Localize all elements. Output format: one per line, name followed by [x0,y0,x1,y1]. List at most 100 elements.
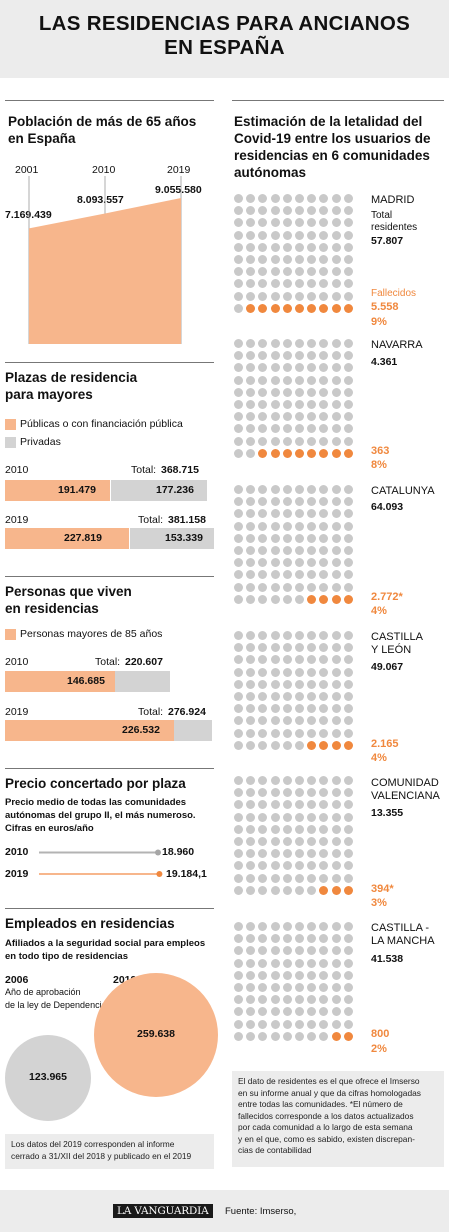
waffle-dot-residente [307,387,317,397]
waffle-dot-fallecido [319,740,329,750]
waffle-dot-residente [270,885,280,895]
waffle-dot-residente [234,230,243,240]
waffle-dot-residente [331,922,341,931]
waffle-dot-fallecido [319,594,329,604]
waffle-dot-residente [295,424,304,434]
waffle-dot-residente [246,692,256,701]
waffle-dot-residente [234,740,243,750]
waffle-dot-residente [295,218,304,228]
waffle-dot-residente [258,387,268,397]
waffle-dot-fallecido [307,303,317,313]
waffle-dot-residente [282,255,292,264]
waffle-dot-residente [246,788,256,798]
waffle-dot-residente [246,655,256,665]
waffle-dot-residente [319,279,329,289]
waffle-dot-residente [331,267,341,277]
waffle-dot-residente [234,995,243,1005]
waffle-dot-residente [343,970,353,980]
waffle-dot-residente [307,716,317,726]
divider [5,768,214,769]
waffle-dot-residente [319,970,329,980]
waffle-dot-residente [234,1007,243,1017]
legend-swatch-privadas [5,437,16,448]
waffle-dot-residente [295,279,304,289]
plazas-total-label-2019: Total: [138,514,164,526]
waffle-dot-residente [295,594,304,604]
waffle-dot-residente [319,497,329,507]
waffle-dot-residente [234,387,243,397]
waffle-dot-residente [246,375,256,385]
waffle-dot-fallecido [331,594,341,604]
waffle-dot-residente [319,812,329,822]
waffle-dot-residente [270,521,280,531]
waffle-dot-residente [295,922,304,931]
region-residentes-madrid: 57.807 [371,235,404,247]
waffle-dot-residente [295,1019,304,1029]
empleados-value-2019: 259.638 [137,1028,175,1040]
waffle-dot-residente [331,776,341,785]
divider [5,576,214,577]
waffle-dot-residente [234,655,243,665]
waffle-dot-residente [234,424,243,434]
waffle-dot-residente [319,375,329,385]
letalidad-title: Estimación de la letalidad del Covid-19 … [234,114,431,180]
waffle-dot-residente [282,497,292,507]
pop-label-2019: 9.055.580 [155,184,202,196]
waffle-dot-residente [295,558,304,568]
waffle-dot-residente [270,643,280,653]
waffle-dot-residente [343,546,353,555]
empleados-year-2006-note: Año de aprobación de la ley de Dependenc… [5,987,107,1010]
waffle-dot-residente [258,497,268,507]
waffle-dot-residente [258,218,268,228]
waffle-dot-residente [270,692,280,701]
waffle-dot-residente [343,351,353,361]
region-name-catalunya: CATALUNYA [371,485,435,497]
waffle-dot-residente [282,679,292,689]
waffle-dot-residente [331,242,341,252]
legend-swatch-mayores-85 [5,629,16,640]
waffle-dot-residente [343,776,353,785]
plazas-year-2010: 2010 [5,464,29,476]
waffle-dot-residente [307,655,317,665]
waffle-dot-residente [246,497,256,507]
fallecidos-label: Fallecidos [371,288,417,299]
waffle-dot-residente [270,279,280,289]
waffle-dot-residente [343,267,353,277]
waffle-dot-residente [234,412,243,422]
empleados-circle-2019 [94,973,218,1097]
waffle-dot-residente [258,861,268,871]
waffle-dot-residente [282,631,292,640]
region-fallecidos-castilla-leon: 2.165 [371,738,399,750]
waffle-dot-residente [331,788,341,798]
waffle-dot-residente [258,594,268,604]
waffle-dot-residente [258,485,268,494]
waffle-dot-residente [246,594,256,604]
waffle-dot-residente [270,873,280,883]
region-pct-madrid: 9% [371,316,387,328]
waffle-dot-residente [246,704,256,714]
waffle-dot-residente [234,363,243,373]
legend-mayores-85: Personas mayores de 85 años [20,628,163,640]
waffle-dot-residente [270,424,280,434]
empleados-title: Empleados en residencias [5,916,175,931]
waffle-dot-residente [258,873,268,883]
waffle-dot-residente [282,230,292,240]
waffle-dot-residente [282,958,292,968]
waffle-dot-residente [319,958,329,968]
waffle-dot-residente [307,400,317,409]
waffle-dot-residente [331,255,341,264]
waffle-dot-residente [234,279,243,289]
waffle-dot-residente [307,533,317,543]
waffle-dot-residente [331,206,341,216]
waffle-dot-residente [234,873,243,883]
waffle-dot-residente [331,497,341,507]
waffle-dot-residente [319,1019,329,1029]
waffle-dot-residente [319,387,329,397]
waffle-dot-residente [331,704,341,714]
waffle-dot-residente [246,436,256,446]
waffle-dot-residente [270,837,280,846]
waffle-dot-residente [319,679,329,689]
waffle-dot-residente [295,375,304,385]
waffle-dot-residente [282,194,292,203]
legend-privadas: Privadas [20,436,61,448]
